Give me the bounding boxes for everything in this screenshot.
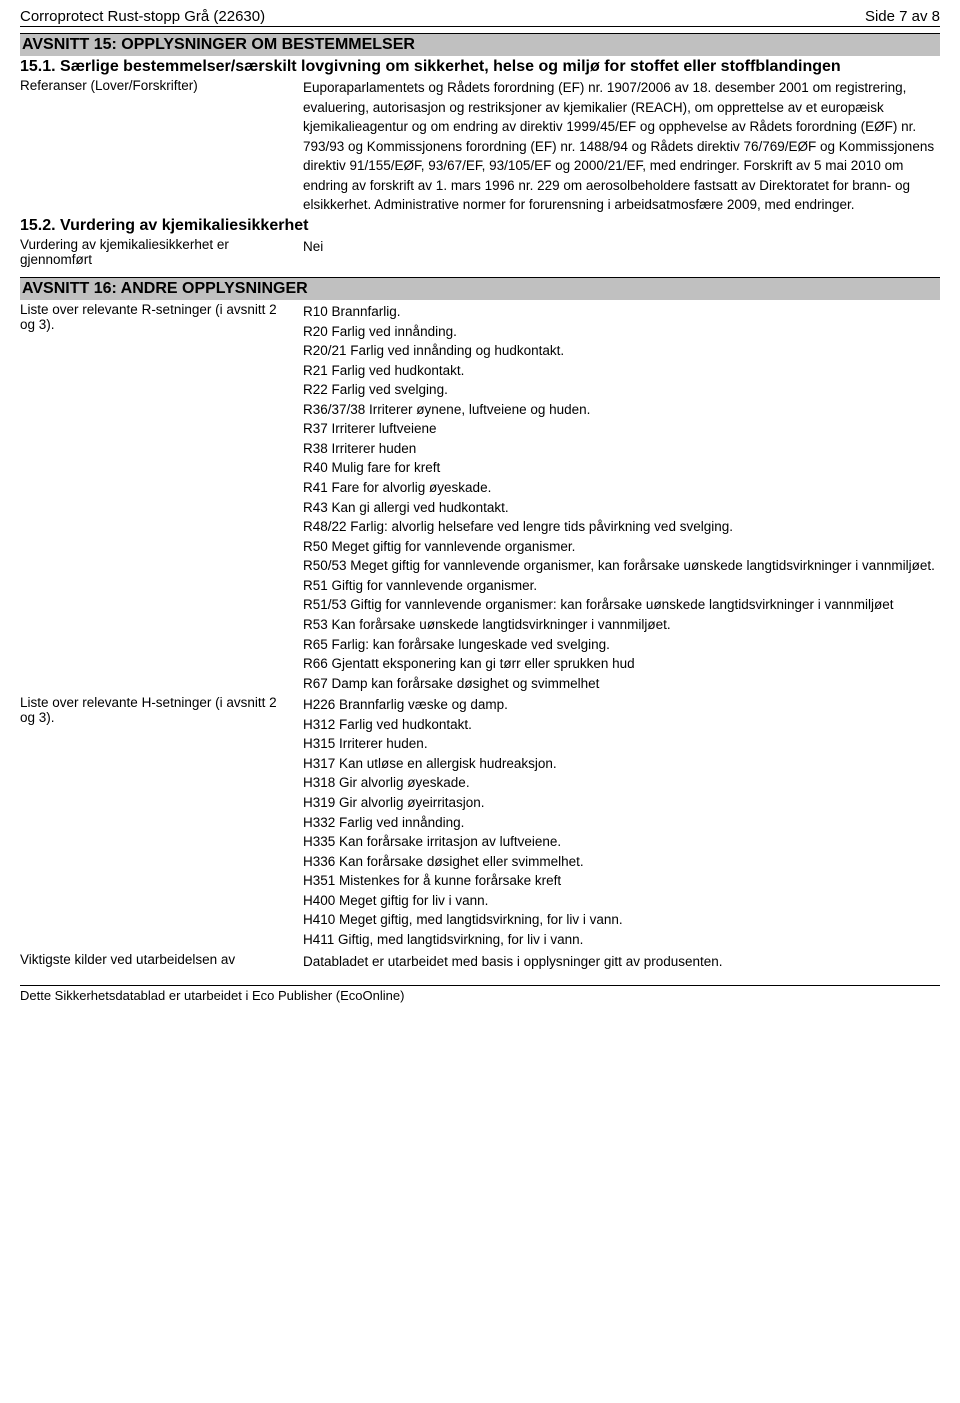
header-left: Corroprotect Rust-stopp Grå (22630) xyxy=(20,8,265,25)
vurdering-row: Vurdering av kjemikaliesikkerhet er gjen… xyxy=(20,237,940,267)
page-header: Corroprotect Rust-stopp Grå (22630) Side… xyxy=(20,8,940,27)
references-label: Referanser (Lover/Forskrifter) xyxy=(20,78,303,93)
h-setninger-row: Liste over relevante H-setninger (i avsn… xyxy=(20,695,940,949)
kilder-label: Viktigste kilder ved utarbeidelsen av xyxy=(20,952,303,967)
section-15-band: AVSNITT 15: OPPLYSNINGER OM BESTEMMELSER xyxy=(20,33,940,56)
r-setninger-label: Liste over relevante R-setninger (i avsn… xyxy=(20,302,303,332)
r-setninger-text: R10 Brannfarlig. R20 Farlig ved innåndin… xyxy=(303,302,940,693)
section-16-band: AVSNITT 16: ANDRE OPPLYSNINGER xyxy=(20,277,940,300)
references-row: Referanser (Lover/Forskrifter) Euporapar… xyxy=(20,78,940,215)
references-text: Euporaparlamentets og Rådets forordning … xyxy=(303,78,940,215)
h-setninger-label: Liste over relevante H-setninger (i avsn… xyxy=(20,695,303,725)
r-setninger-row: Liste over relevante R-setninger (i avsn… xyxy=(20,302,940,693)
section-15-1-heading: 15.1. Særlige bestemmelser/særskilt lovg… xyxy=(20,58,940,76)
section-15-2-heading: 15.2. Vurdering av kjemikaliesikkerhet xyxy=(20,217,940,235)
kilder-row: Viktigste kilder ved utarbeidelsen av Da… xyxy=(20,952,940,972)
vurdering-label: Vurdering av kjemikaliesikkerhet er gjen… xyxy=(20,237,303,267)
page: Corroprotect Rust-stopp Grå (22630) Side… xyxy=(0,0,960,1023)
kilder-text: Databladet er utarbeidet med basis i opp… xyxy=(303,952,940,972)
h-setninger-text: H226 Brannfarlig væske og damp. H312 Far… xyxy=(303,695,940,949)
footer-text: Dette Sikkerhetsdatablad er utarbeidet i… xyxy=(20,985,940,1003)
vurdering-value: Nei xyxy=(303,237,940,257)
header-right: Side 7 av 8 xyxy=(865,8,940,25)
